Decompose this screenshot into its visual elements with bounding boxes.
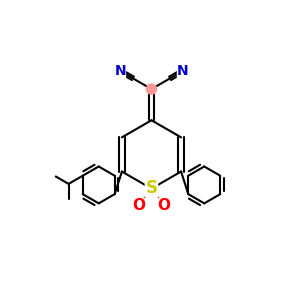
Text: S: S bbox=[146, 179, 158, 197]
Text: O: O bbox=[158, 198, 170, 213]
Text: N: N bbox=[114, 64, 126, 78]
Circle shape bbox=[146, 84, 157, 94]
Text: N: N bbox=[177, 64, 189, 78]
Text: O: O bbox=[133, 198, 146, 213]
